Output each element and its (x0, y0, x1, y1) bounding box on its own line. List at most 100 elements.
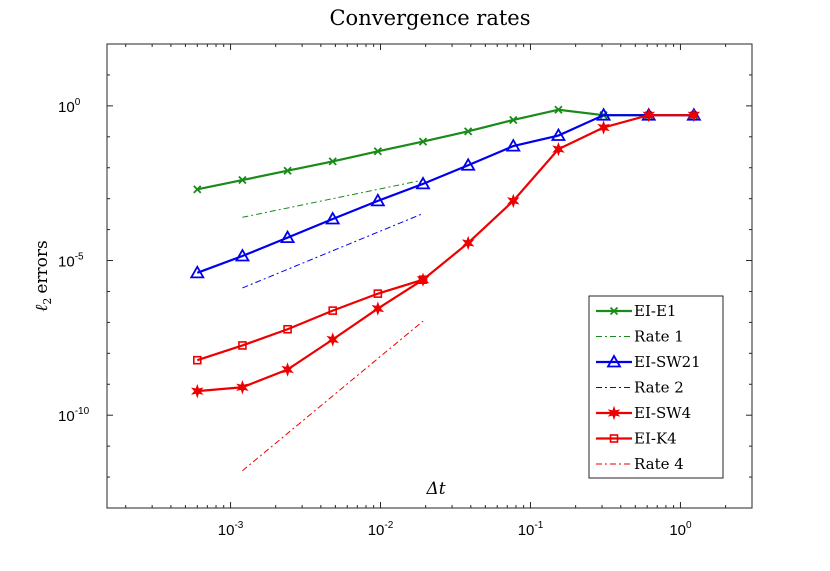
y-tick-exponent: -10 (75, 406, 90, 417)
series-line-ei-sw4 (197, 114, 694, 393)
legend-item-ei-sw4: EI-SW4 (596, 404, 691, 422)
series-ei-e1 (193, 105, 699, 194)
x-tick-label: 10-2 (368, 520, 394, 539)
legend-label-ei-sw21: EI-SW21 (634, 353, 701, 371)
data-point-ei-e1 (509, 115, 518, 125)
legend-item-rate-2: Rate 2 (596, 379, 684, 397)
data-point-ei-sw4 (281, 362, 294, 377)
data-point-ei-sw4 (236, 380, 249, 395)
data-point-ei-k4 (373, 289, 383, 298)
data-point-ei-sw21 (370, 193, 386, 207)
x-tick-label: 10-3 (218, 520, 244, 539)
series-line-rate-2 (242, 213, 424, 289)
plot-frame (106, 43, 753, 509)
axis-ticks (107, 43, 753, 509)
data-point-ei-sw4 (552, 141, 565, 157)
series-rate-1 (242, 179, 424, 218)
x-tick-base: 10 (368, 522, 385, 539)
legend-marker-ei-sw21 (606, 354, 622, 368)
x-tick-exponent: 0 (686, 520, 692, 531)
y-axis-label-subscript: 2 (41, 298, 54, 305)
data-point-ei-k4 (328, 306, 338, 315)
legend-item-rate-4: Rate 4 (596, 455, 684, 473)
data-point-ei-sw4 (687, 107, 701, 123)
legend-marker-ei-sw4 (607, 405, 621, 421)
x-tick-exponent: -1 (534, 520, 543, 531)
series-line-rate-1 (242, 179, 424, 218)
legend: EI-E1 Rate 1 EI-SW21 Rate 2 EI-SW4 EI-K4 Rate … (588, 295, 724, 479)
x-axis-label: Δt (425, 479, 445, 499)
x-tick-exponent: -2 (384, 520, 393, 531)
data-point-ei-k4 (418, 275, 428, 285)
legend-item-ei-k4: EI-K4 (596, 430, 677, 448)
data-point-ei-sw21 (505, 138, 521, 152)
data-point-ei-sw21 (234, 248, 250, 262)
legend-label-ei-sw4: EI-SW4 (634, 404, 691, 422)
x-tick-base: 10 (518, 522, 535, 539)
data-point-ei-sw21 (460, 157, 476, 171)
data-point-ei-sw4 (191, 383, 204, 399)
data-point-ei-e1 (238, 175, 247, 185)
y-tick-label: 10-5 (58, 252, 84, 271)
chart-title: Convergence rates (329, 6, 530, 30)
legend-label-ei-e1: EI-E1 (634, 302, 676, 320)
x-tick-base: 10 (218, 522, 235, 539)
y-tick-label: 100 (58, 97, 81, 116)
legend-label-rate-4: Rate 4 (634, 455, 684, 473)
legend-marker-ei-k4 (609, 434, 619, 443)
series-line-ei-k4 (196, 278, 424, 362)
data-point-ei-e1 (373, 147, 382, 156)
y-tick-base: 10 (58, 99, 75, 116)
data-point-ei-sw4 (597, 120, 610, 135)
data-point-ei-e1 (554, 105, 563, 114)
data-point-ei-e1 (464, 127, 473, 136)
x-tick-base: 10 (669, 522, 686, 539)
y-tick-exponent: 0 (75, 97, 81, 108)
series-ei-sw21 (189, 107, 702, 279)
legend-item-ei-e1: EI-E1 (596, 302, 676, 320)
y-axis-label-text: errors (32, 240, 52, 293)
series-line-ei-sw21 (196, 114, 694, 274)
data-point-ei-sw4 (371, 301, 385, 316)
data-point-ei-k4 (238, 341, 247, 350)
series-ei-sw4 (191, 107, 701, 399)
y-tick-base: 10 (58, 408, 75, 425)
series-line-rate-4 (242, 320, 424, 472)
data-point-ei-e1 (193, 185, 202, 194)
x-tick-label: 10-1 (518, 520, 544, 539)
data-point-ei-sw4 (461, 235, 475, 251)
legend-label-ei-k4: EI-K4 (634, 430, 677, 448)
data-point-ei-sw21 (596, 107, 612, 121)
data-point-ei-k4 (192, 355, 202, 365)
legend-marker-ei-e1 (609, 306, 619, 316)
y-tick-label: 10-10 (58, 406, 90, 425)
data-point-ei-sw4 (642, 107, 655, 123)
data-point-ei-sw21 (325, 211, 341, 225)
series-ei-k4 (192, 275, 428, 365)
y-tick-base: 10 (58, 254, 75, 271)
y-axis-label: ℓ2 errors (32, 240, 54, 312)
series-rate-4 (242, 320, 424, 472)
legend-item-rate-1: Rate 1 (596, 328, 684, 346)
y-tick-exponent: -5 (75, 252, 84, 263)
legend-label-rate-1: Rate 1 (634, 328, 684, 346)
data-point-ei-e1 (328, 157, 337, 166)
data-point-ei-sw4 (507, 193, 520, 209)
data-point-ei-sw4 (326, 332, 339, 347)
legend-item-ei-sw21: EI-SW21 (596, 353, 701, 371)
data-point-ei-e1 (283, 166, 292, 175)
data-point-ei-sw21 (550, 127, 566, 141)
series-rate-2 (242, 213, 424, 289)
data-point-ei-e1 (418, 137, 428, 146)
x-tick-label: 100 (669, 520, 692, 539)
series-line-ei-e1 (197, 108, 694, 191)
data-point-ei-sw21 (415, 176, 431, 190)
y-axis-label-symbol: ℓ (32, 305, 52, 312)
series-layer (189, 105, 702, 472)
x-tick-exponent: -3 (234, 520, 243, 531)
legend-label-rate-2: Rate 2 (634, 379, 684, 397)
data-point-ei-sw21 (280, 229, 296, 244)
data-point-ei-k4 (283, 324, 292, 334)
